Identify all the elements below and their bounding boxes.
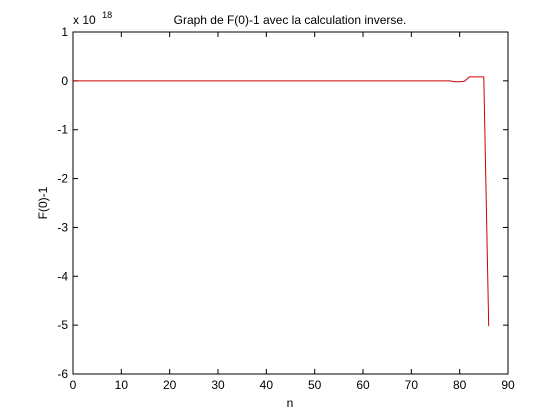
x-tick-label: 80 [453,378,467,392]
y-scale-base: x 10 [73,13,96,27]
x-tick-label: 40 [260,378,274,392]
x-tick-label: 90 [501,378,515,392]
y-tick-label: -6 [57,367,68,381]
x-tick-label: 50 [308,378,322,392]
x-tick-label: 30 [211,378,225,392]
x-tick-label: 60 [356,378,370,392]
y-axis-label: F(0)-1 [36,186,50,219]
y-tick-label: 0 [61,74,68,88]
chart-title: Graph de F(0)-1 avec la calculation inve… [174,13,407,27]
x-tick-label: 10 [115,378,129,392]
series-line [73,76,490,327]
x-axis-ticks: 0 10 20 30 40 50 60 70 80 90 [70,32,515,392]
x-tick-label: 0 [70,378,77,392]
y-scale-exponent: 18 [102,10,112,20]
y-tick-label: -2 [57,172,68,186]
y-scale-factor: x 10 18 [73,10,112,28]
x-tick-label: 20 [163,378,177,392]
y-tick-label: -4 [57,269,68,283]
y-axis-ticks: 1 0 -1 -2 -3 -4 -5 -6 [57,25,508,381]
y-tick-label: 1 [61,25,68,39]
y-tick-label: -3 [57,220,68,234]
plot-area [72,31,509,375]
x-axis-label: n [287,396,294,410]
y-tick-label: -5 [57,318,68,332]
x-tick-label: 70 [405,378,419,392]
y-tick-label: -1 [57,123,68,137]
